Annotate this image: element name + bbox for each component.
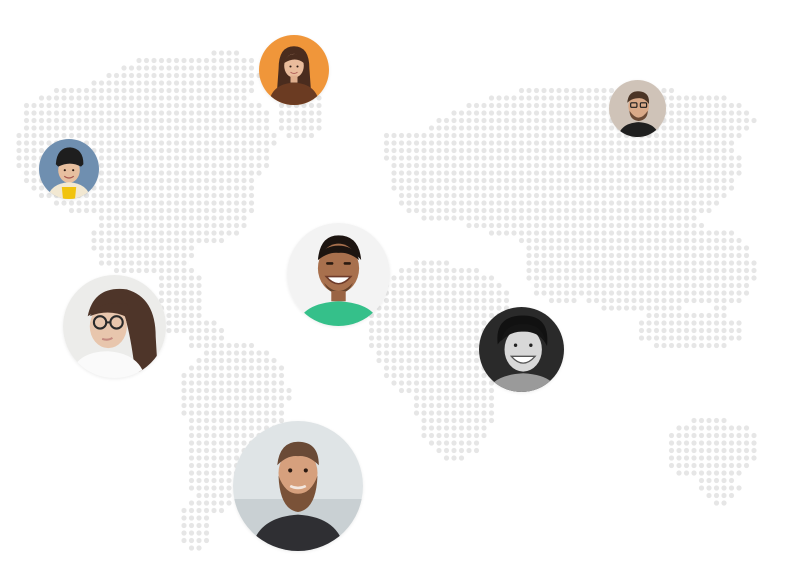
avatar-person-smiling-green-shirt xyxy=(287,223,390,326)
avatar-person-orange-background xyxy=(259,35,329,105)
avatar-person-curly-hair xyxy=(479,307,564,392)
person-photo-icon xyxy=(63,275,166,378)
person-photo-icon xyxy=(259,35,329,105)
person-photo-icon xyxy=(39,139,99,199)
avatar-person-beanie xyxy=(39,139,99,199)
person-photo-icon xyxy=(233,421,363,551)
person-photo-icon xyxy=(479,307,564,392)
avatar-person-man-glasses xyxy=(609,80,666,137)
avatar-person-woman-glasses xyxy=(63,275,166,378)
avatar-person-bearded-man xyxy=(233,421,363,551)
person-photo-icon xyxy=(287,223,390,326)
person-photo-icon xyxy=(609,80,666,137)
